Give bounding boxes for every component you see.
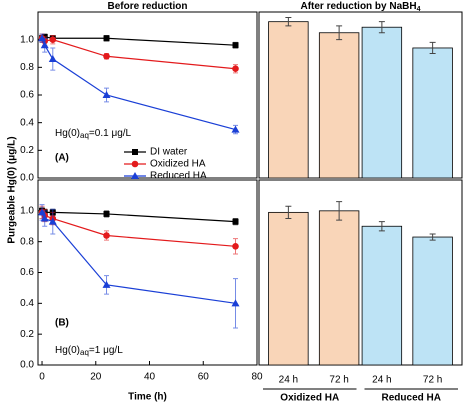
marker [103,210,110,217]
error-bar [429,41,436,54]
marker [48,55,57,63]
x-axis-label: Time (h) [128,392,167,403]
annotation: Hg(0)aq=1 μg/L [55,345,123,357]
y-tick-label: 0.4 [20,117,34,128]
legend-label: Reduced HA [150,171,207,182]
plot-frame [37,11,258,179]
series-line [41,211,236,247]
series-line [41,38,236,131]
marker [131,172,139,179]
x-tick-label: 0 [39,372,45,383]
marker [232,42,239,49]
y-axis-label: Purgeable Hg(0) (μg/L) [7,136,18,243]
y-tick-label: 0.0 [20,360,34,371]
marker [102,280,111,288]
marker [232,65,239,73]
error-bar [429,233,436,241]
error-bar [378,221,385,232]
series-line [41,212,236,304]
marker [231,299,240,307]
y-tick-label: 1.0 [20,34,34,45]
y-tick-label: 0.8 [20,62,34,73]
marker [232,218,239,225]
y-tick-label: 0.6 [20,267,34,278]
legend-label: Oxidized HA [150,159,206,170]
panel-title: After reduction by NaBH4 [300,1,420,13]
marker [40,214,49,222]
panel-label: (A) [55,153,69,164]
error-bar [336,201,343,221]
bar [318,210,360,366]
marker [38,208,47,216]
series-line [41,37,236,70]
bar [268,21,309,179]
y-tick-label: 0.4 [20,298,34,309]
annotation-rest: =1 μg/L [89,345,123,356]
title-sub: 4 [417,6,421,13]
error-bar [285,17,292,27]
x-tick-label: 40 [144,372,156,383]
marker [232,242,239,250]
marker [131,160,139,168]
marker [38,34,47,42]
marker [231,125,240,133]
title-text: Before reduction [107,1,187,12]
marker [103,35,110,42]
x-tick-label: 24 h [279,375,298,386]
y-tick-label: 0.0 [20,173,34,184]
y-tick-label: 0.2 [20,329,34,340]
marker [49,36,57,43]
annotation-sub: aq [80,348,89,357]
annotation-text: Hg(0) [55,345,80,356]
bar [268,211,309,366]
marker [48,217,57,225]
marker [132,149,138,155]
plot-frame [37,179,258,366]
bar [361,26,403,179]
bar [318,32,360,179]
x-tick-label: 72 h [423,375,442,386]
y-tick-label: 0.8 [20,236,34,247]
annotation-text: Hg(0) [55,128,80,139]
title-text: After reduction by NaBH [300,1,416,12]
panel-title: Before reduction [107,1,187,12]
legend-label: DI water [150,147,188,158]
annotation-sub: aq [80,131,89,140]
x-tick-label: 60 [198,372,210,383]
error-bar [336,25,343,41]
plot-frame [258,179,463,366]
marker [103,232,110,239]
x-tick-label: 72 h [329,375,348,386]
x-tick-label: 80 [251,372,263,383]
annotation: Hg(0)aq=0.1 μg/L [55,128,132,140]
series-line [41,210,236,223]
group-label: Oxidized HA [280,393,339,404]
x-tick-label: 24 h [372,375,391,386]
x-tick-label: 20 [90,372,102,383]
marker [102,91,111,98]
panel-label: (B) [55,318,69,329]
bar [361,225,403,366]
plot-frame [258,11,463,179]
bar [412,47,453,179]
marker [103,52,110,60]
y-tick-label: 0.2 [20,145,34,156]
error-bar [378,21,385,34]
series-line [41,36,236,46]
y-tick-label: 1.0 [20,205,34,216]
annotation-rest: =0.1 μg/L [89,128,132,139]
error-bar [285,205,292,220]
group-label: Reduced HA [382,393,441,404]
bar [412,236,453,366]
marker [40,41,49,49]
y-tick-label: 0.6 [20,90,34,101]
